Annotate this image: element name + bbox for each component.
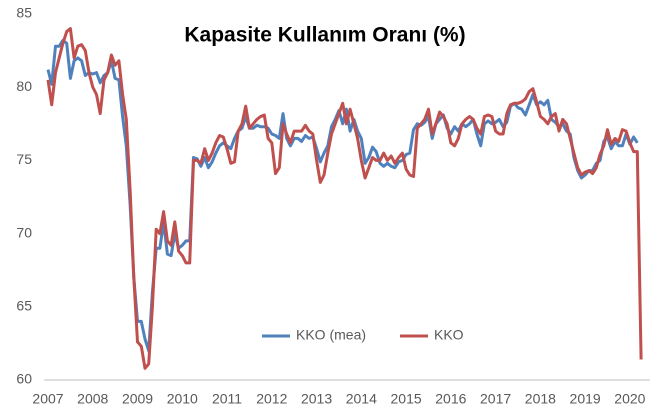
y-tick-label: 70 [16, 224, 32, 240]
x-tick-label: 2008 [77, 391, 108, 407]
series-line [46, 27, 643, 370]
x-tick-label: 2018 [525, 391, 556, 407]
x-tick-label: 2013 [301, 391, 332, 407]
x-tick-label: 2010 [167, 391, 198, 407]
y-tick-label: 75 [16, 151, 32, 167]
y-tick-label: 80 [16, 78, 32, 94]
x-tick-label: 2016 [435, 391, 466, 407]
y-tick-label: 65 [16, 298, 32, 314]
x-tick-label: 2012 [256, 391, 287, 407]
legend-label: KKO [434, 327, 464, 343]
x-tick-label: 2009 [122, 391, 153, 407]
x-tick-label: 2014 [346, 391, 377, 407]
x-tick-label: 2015 [391, 391, 422, 407]
legend-label: KKO (mea) [296, 327, 366, 343]
series-line [46, 38, 639, 353]
x-tick-label: 2017 [480, 391, 511, 407]
x-tick-label: 2020 [614, 391, 645, 407]
x-tick-label: 2007 [32, 391, 63, 407]
y-tick-label: 60 [16, 371, 32, 387]
y-tick-label: 85 [16, 5, 32, 21]
chart-title: Kapasite Kullanım Oranı (%) [184, 24, 465, 47]
x-tick-label: 2019 [570, 391, 601, 407]
x-tick-label: 2011 [212, 391, 242, 407]
